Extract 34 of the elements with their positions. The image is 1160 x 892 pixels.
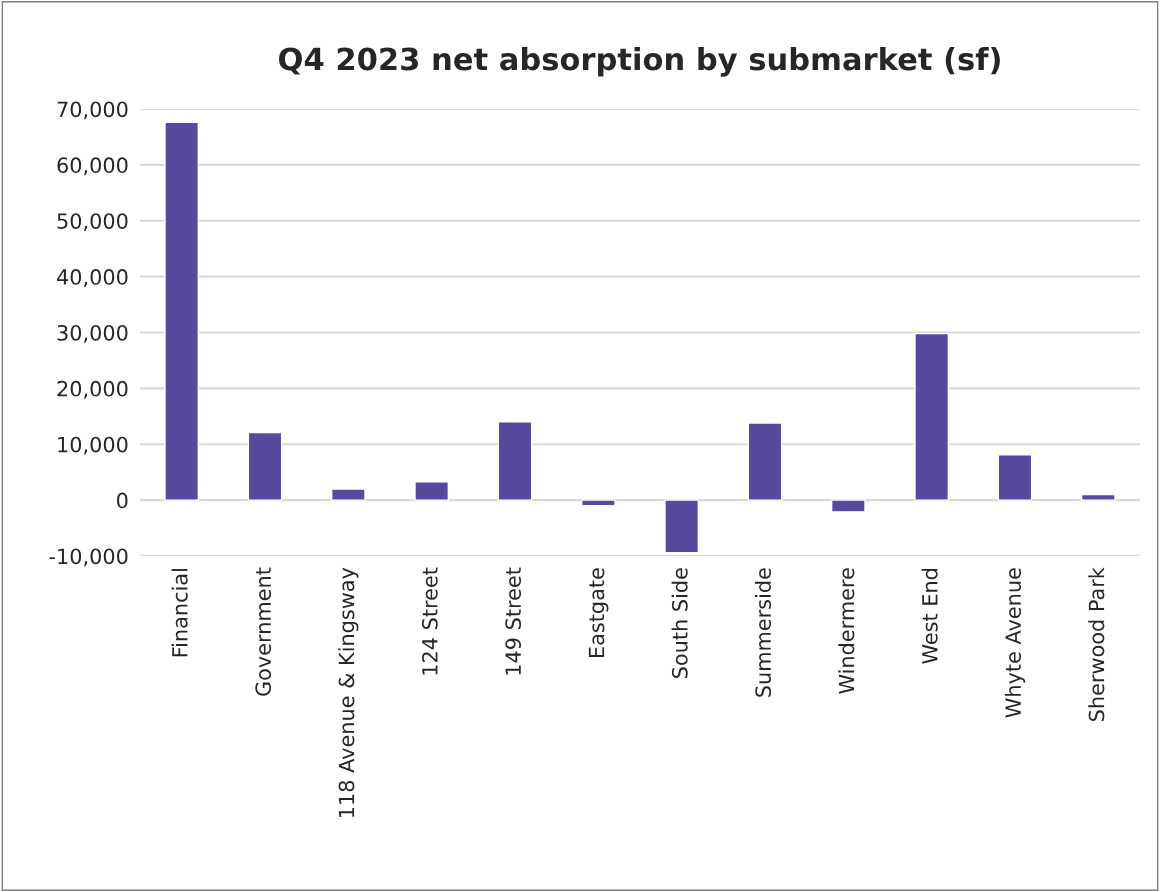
bar	[914, 332, 950, 501]
y-tick-label: 70,000	[57, 101, 128, 120]
y-tick-label: 40,000	[57, 269, 128, 287]
x-tick-label: West End	[921, 569, 938, 664]
bar	[414, 480, 450, 501]
bar	[830, 499, 866, 513]
x-tick-label: 118 Avenue & Kingsway	[338, 567, 359, 817]
y-tick-label: 30,000	[57, 324, 128, 343]
x-tick-label: South Side	[671, 568, 688, 678]
x-tick-label: Financial	[171, 569, 188, 657]
bar	[247, 431, 283, 501]
bar	[580, 499, 616, 507]
y-tick-label: -10,000	[49, 548, 128, 567]
y-tick-label: 10,000	[58, 436, 128, 455]
chart-title: Q4 2023 net absorption by submarket (sf)	[279, 46, 1000, 77]
x-tick-label: Whyte Avenue	[1004, 568, 1026, 718]
x-tick-label: 124 Street	[421, 567, 438, 675]
bar	[164, 121, 200, 501]
y-tick-label: 20,000	[57, 380, 128, 399]
bar	[747, 422, 783, 501]
x-tick-label: Summerside	[754, 568, 772, 697]
x-tick-label: Windermere	[838, 568, 855, 694]
bar	[497, 421, 533, 501]
bar	[997, 454, 1033, 501]
x-tick-label: 149 Street	[505, 567, 522, 675]
y-tick-label: 50,000	[57, 213, 128, 232]
x-tick-label: Sherwood Park	[1088, 567, 1105, 721]
x-tick-label: Eastgate	[588, 568, 609, 657]
bar	[664, 499, 700, 554]
bar	[330, 488, 366, 501]
y-tick-label: 60,000	[57, 157, 128, 176]
bar	[1080, 493, 1116, 501]
x-tick-label: Government	[255, 567, 272, 696]
y-tick-label: 0	[117, 492, 128, 509]
